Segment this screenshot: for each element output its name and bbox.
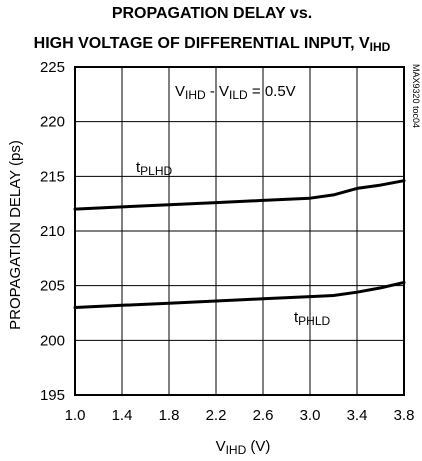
grid: [75, 67, 404, 395]
series-layer: [73, 179, 406, 309]
plot-frame: [74, 66, 405, 396]
series-label-phld-sub: PHLD: [298, 314, 330, 328]
y-tick-label: 205: [40, 278, 65, 295]
y-tick-label: 220: [40, 114, 65, 131]
x-tick-label: 1.8: [159, 407, 180, 424]
y-tick-label: 215: [40, 168, 65, 185]
y-tick-label: 210: [40, 223, 65, 240]
chart-title-line2: HIGH VOLTAGE OF DIFFERENTIAL INPUT, VIHD: [34, 35, 391, 54]
annotation-sub2: ILD: [229, 88, 248, 102]
series-line-plhd: [73, 179, 406, 211]
side-code: MAX9320 toc04: [411, 64, 421, 128]
annotation-mid: - V: [206, 83, 229, 100]
chart-title-line2-main: HIGH VOLTAGE OF DIFFERENTIAL INPUT, V: [34, 35, 370, 52]
x-tick-label: 3.8: [394, 407, 415, 424]
annotation-tail: = 0.5V: [248, 83, 296, 100]
x-axis-label-sub: IHD: [226, 443, 247, 457]
series-line-phld: [73, 280, 406, 309]
x-axis-label-unit: (V): [246, 438, 270, 455]
y-tick-label: 225: [40, 59, 65, 76]
x-tick-label: 2.6: [253, 407, 274, 424]
annotation-v1: V: [175, 83, 185, 100]
x-tick-label: 3.4: [347, 407, 368, 424]
chart-title-line2-sub: IHD: [370, 40, 391, 54]
x-tick-label: 1.4: [112, 407, 133, 424]
series-label-phld: tPHLD: [294, 309, 331, 328]
x-axis-label-main: V: [216, 438, 226, 455]
chart-title-line1: PROPAGATION DELAY vs.: [112, 5, 312, 22]
x-tick-labels: 1.0 1.4 1.8 2.2 2.6 3.0 3.4 3.8: [65, 407, 415, 424]
x-tick-label: 2.2: [206, 407, 227, 424]
y-axis-label: PROPAGATION DELAY (ps): [7, 140, 24, 330]
annotation: VIHD - VILD = 0.5V: [175, 83, 296, 102]
series-label-plhd-main: t: [136, 159, 141, 176]
y-tick-label: 200: [40, 332, 65, 349]
x-axis-label: VIHD (V): [216, 438, 271, 457]
series-label-plhd-sub: PLHD: [140, 164, 172, 178]
annotation-sub1: IHD: [185, 88, 206, 102]
y-tick-labels: 195 200 205 210 215 220 225: [40, 59, 65, 404]
series-label-plhd: tPLHD: [136, 159, 173, 178]
series-label-phld-main: t: [294, 309, 299, 326]
x-tick-label: 3.0: [300, 407, 321, 424]
x-tick-label: 1.0: [65, 407, 86, 424]
y-tick-label: 195: [40, 387, 65, 404]
